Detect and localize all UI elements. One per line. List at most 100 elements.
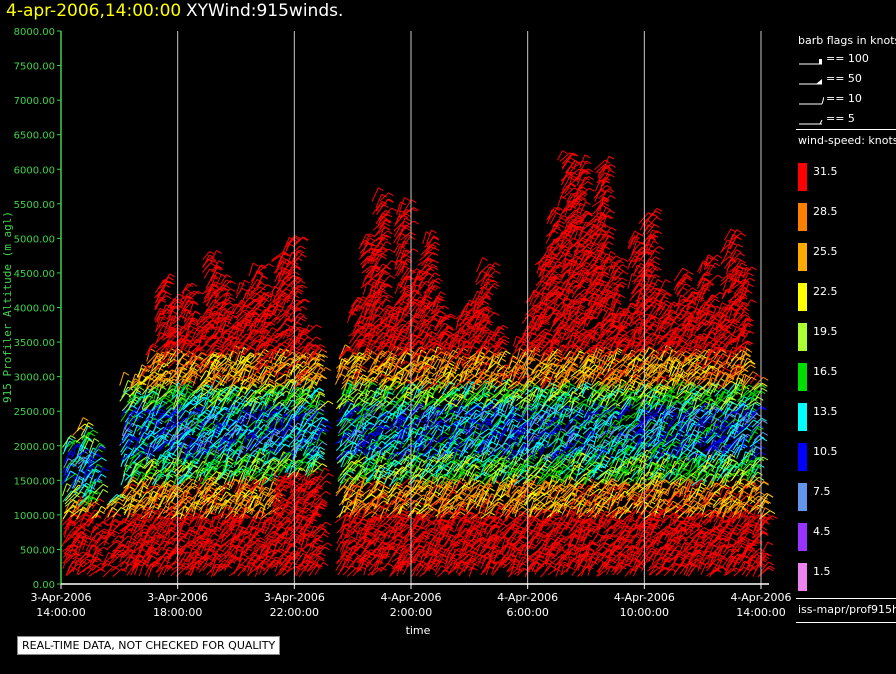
wind-barb [167, 389, 178, 397]
wind-barb [167, 488, 175, 498]
wind-barb [132, 541, 139, 555]
wind-barb [119, 549, 129, 557]
wind-barb-flag [198, 541, 205, 546]
wind-barb-flag [185, 485, 192, 490]
wind-barb-flag [100, 446, 106, 451]
wind-barb-flag [181, 424, 188, 429]
wind-barb [81, 558, 94, 568]
wind-barb-flag [68, 510, 74, 514]
wind-barb-flag [85, 512, 91, 517]
wind-barb-flag [115, 541, 122, 546]
wind-barb [149, 435, 162, 445]
wind-barb [179, 333, 188, 344]
wind-barb-flag [316, 324, 322, 329]
wind-barb [172, 315, 182, 325]
wind-barb-flag [152, 460, 159, 465]
wind-barb-flag [300, 245, 306, 250]
wind-barb [94, 546, 104, 556]
wind-barb [172, 506, 185, 518]
wind-barb [121, 540, 129, 552]
wind-barb [174, 335, 184, 349]
wind-barb [202, 351, 215, 362]
wind-barb [65, 470, 71, 482]
wind-barb [130, 373, 136, 386]
wind-barb [189, 402, 200, 412]
wind-barb [195, 463, 206, 476]
wind-barb-flag [241, 310, 248, 315]
wind-barb-flag [162, 437, 169, 442]
wind-barb [195, 450, 205, 465]
wind-barb [192, 447, 203, 456]
wind-barb [119, 554, 130, 568]
wind-barb-flag [188, 495, 195, 500]
wind-barb [200, 528, 208, 540]
wind-barb-flag [318, 387, 324, 392]
wind-barb [177, 424, 183, 435]
wind-barb-flag [79, 534, 86, 539]
wind-barb [182, 399, 194, 411]
wind-barb-flag [98, 552, 104, 557]
wind-barb-flag [164, 488, 170, 493]
wind-barb-flag [281, 343, 287, 348]
wind-barb [178, 391, 189, 402]
wind-barb [203, 287, 212, 300]
wind-barb-flag [163, 431, 170, 436]
wind-barb-flag [151, 374, 157, 379]
wind-barb-flag [319, 399, 326, 404]
wind-barb [84, 497, 94, 506]
wind-barb [156, 528, 162, 540]
wind-barb [188, 443, 197, 453]
wind-barb [86, 564, 96, 575]
wind-barb [138, 448, 144, 461]
wind-barb-flag [171, 310, 178, 315]
wind-barb [127, 508, 132, 519]
wind-barb [108, 494, 118, 503]
wind-barb-flag [188, 532, 195, 537]
wind-barb [183, 311, 196, 323]
wind-barb [102, 566, 115, 578]
wind-barb [187, 317, 194, 328]
wind-barb [75, 434, 85, 443]
wind-barb [177, 326, 183, 339]
wind-barb [152, 353, 162, 361]
wind-barb-flag [164, 397, 171, 402]
wind-barb [66, 439, 76, 448]
wind-barb [166, 441, 178, 452]
wind-barb [198, 438, 205, 453]
wind-barb [168, 411, 178, 419]
wind-barb [129, 380, 137, 390]
wind-barb-flag [97, 463, 103, 468]
wind-barb-flag [244, 343, 250, 347]
wind-barb [87, 514, 96, 526]
wind-barb [107, 553, 118, 567]
wind-barb [156, 370, 167, 381]
wind-barb [64, 499, 74, 507]
wind-barb-flag [102, 488, 109, 493]
wind-barb-flag [227, 460, 234, 465]
wind-barb [69, 474, 78, 489]
wind-barb [208, 302, 216, 316]
wind-barb [206, 352, 219, 362]
wind-barb-flag [197, 554, 204, 558]
wind-barb [169, 298, 179, 306]
wind-barb [249, 459, 256, 469]
wind-barb [156, 508, 162, 522]
wind-barb [127, 410, 137, 418]
wind-barb [211, 326, 219, 337]
wind-barb-flag [267, 284, 273, 289]
wind-barb [121, 528, 127, 544]
wind-barb [193, 406, 203, 416]
wind-barb [159, 555, 167, 569]
wind-barb-flag [126, 433, 132, 438]
wind-barb [142, 371, 155, 383]
wind-barb [150, 525, 159, 535]
wind-barb [77, 496, 88, 506]
wind-barb-marks [60, 150, 778, 578]
wind-barb [167, 304, 179, 315]
wind-barb-flag [190, 291, 196, 296]
wind-barb [163, 340, 173, 349]
wind-barb [202, 283, 213, 295]
wind-barb [143, 513, 149, 525]
wind-barb-flag [92, 497, 99, 502]
wind-barb [61, 534, 69, 548]
